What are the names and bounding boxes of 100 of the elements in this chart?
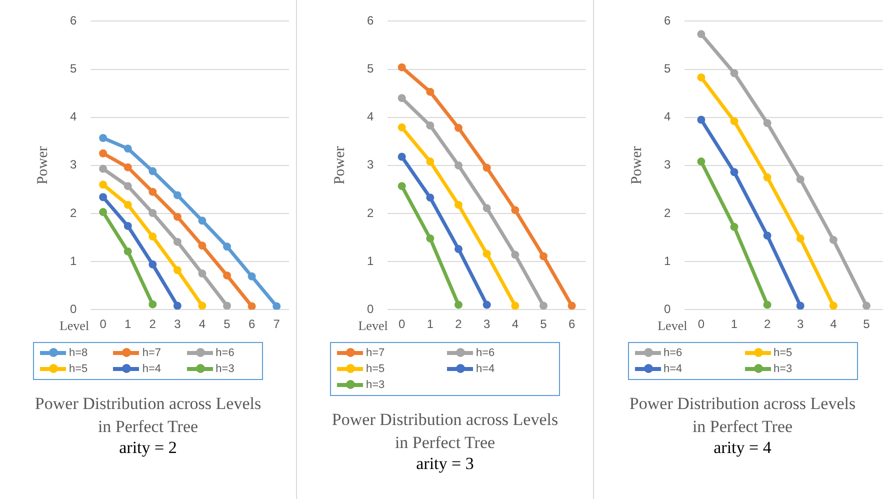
point [398,63,406,72]
point [124,144,132,153]
point [730,117,738,126]
legend-label: h=7 [366,347,385,359]
point [99,208,108,216]
x-axis-title: Level [658,318,688,334]
point [511,302,520,310]
point [796,234,804,242]
point [426,234,434,242]
point [454,161,463,170]
point [426,122,434,130]
point [124,182,132,190]
point [198,216,206,225]
point [796,175,804,184]
point [482,250,491,258]
point [730,222,738,231]
point [148,260,157,268]
legend-label: h=3 [366,379,385,391]
point [511,250,520,259]
point [763,300,772,309]
point [272,302,281,310]
legend-label: h=4 [664,363,682,375]
x-tick-label: 3 [174,317,182,332]
x-tick-label: 6 [568,317,576,332]
point [426,194,434,202]
point [763,173,772,182]
x-tick-label: 7 [273,317,280,332]
point [173,238,182,246]
point [730,168,738,176]
point [148,300,157,308]
y-tick-label: 5 [366,62,374,76]
x-axis-title: Level [358,318,388,334]
point [148,208,157,217]
y-tick-label: 4 [70,110,77,124]
y-tick-label: 4 [664,110,671,124]
x-tick-label: 2 [764,317,771,332]
y-tick-label: 5 [70,62,77,76]
point [763,119,772,128]
point [730,69,738,78]
x-tick-label: 5 [863,317,870,332]
x-tick-label: 0 [100,317,107,332]
point [99,193,108,202]
point [426,158,434,166]
point [763,232,772,240]
text: Power Distribution across Levels in Perfect Tree [330,409,560,454]
point [697,116,706,124]
x-tick-label: 4 [512,317,519,332]
y-tick-label: 1 [664,254,671,268]
point [124,247,132,256]
point [99,180,108,189]
text: Power Distribution across Levels in Perfect Tree [34,393,262,438]
y-tick-label: 2 [366,206,374,220]
point [862,302,870,310]
point [829,302,838,310]
point [173,266,182,274]
y-tick-label: 3 [70,158,77,172]
point [454,300,463,309]
y-axis-title: Power [628,146,645,185]
point [829,236,838,244]
x-tick-label: 2 [455,317,462,332]
y-tick-label: 0 [70,302,77,316]
point [796,302,804,310]
point [454,200,463,209]
x-tick-label: 3 [483,317,490,332]
x-tick-label: 1 [730,317,738,332]
point [99,164,108,173]
legend-label: h=4 [142,363,161,375]
y-tick-label: 2 [70,206,77,220]
legend-label: h=5 [366,363,385,375]
legend-label: h=8 [69,347,88,359]
legend-label: h=6 [476,347,495,359]
legend-label: h=6 [216,347,234,359]
point [99,134,108,142]
y-tick-label: 1 [70,254,77,268]
legend-label: h=3 [216,363,234,375]
y-tick-label: 0 [366,302,374,316]
text: arity = 2 [118,438,178,458]
point [482,204,491,212]
point [511,206,520,214]
point [173,191,182,200]
y-tick-label: 2 [664,206,671,220]
point [454,245,463,254]
point [198,270,206,278]
point [697,158,706,166]
y-axis-title: Power [34,146,51,185]
point [398,152,406,161]
point [198,302,206,310]
point [482,164,491,172]
y-tick-label: 1 [366,254,374,268]
point [173,212,182,221]
point [124,222,132,230]
point [99,149,108,158]
point [398,94,406,102]
point [148,232,157,241]
x-axis-title: Level [59,318,90,334]
point [398,123,406,132]
y-tick-label: 6 [366,14,374,28]
point [124,200,132,209]
point [148,167,157,176]
point [697,73,706,82]
